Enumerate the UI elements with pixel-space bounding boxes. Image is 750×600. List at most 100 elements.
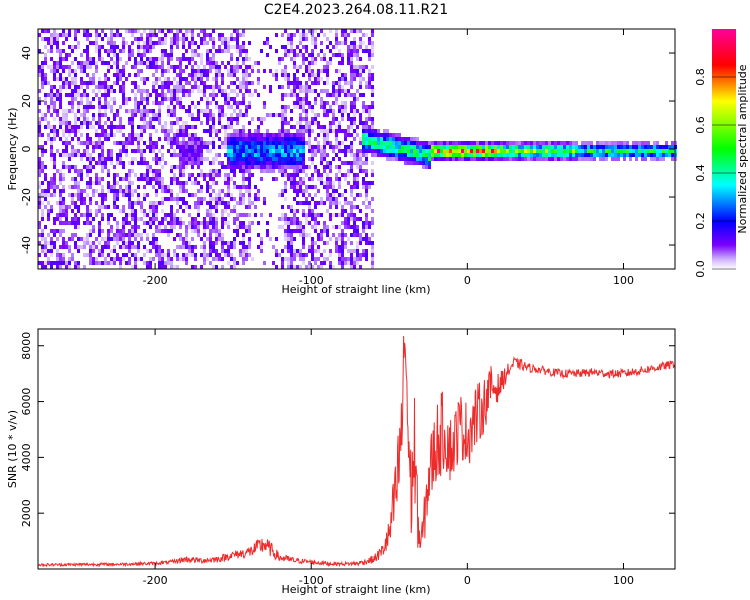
spectrogram-cell <box>233 133 236 137</box>
spectrogram-cell <box>47 193 50 197</box>
spectrogram-cell <box>212 61 215 65</box>
spectrogram-cell <box>344 89 347 93</box>
spectrogram-cell <box>71 185 74 189</box>
spectrogram-cell <box>182 125 185 129</box>
spectrogram-cell <box>182 93 185 97</box>
spectrogram-cell <box>80 189 83 193</box>
spectrogram-cell <box>233 101 236 105</box>
spectrogram-cell <box>185 57 188 61</box>
spectrogram-cell <box>215 253 218 257</box>
spectrogram-cell <box>110 45 113 49</box>
spectrogram-cell <box>155 245 158 249</box>
spectrogram-cell <box>347 149 350 153</box>
spectrogram-cell <box>305 173 308 177</box>
spectrogram-cell <box>545 153 548 157</box>
spectrogram-cell <box>299 201 302 205</box>
spectrogram-cell <box>176 121 179 125</box>
spectrogram-cell <box>86 209 89 213</box>
spectrogram-cell <box>362 141 365 145</box>
spectrogram-cell <box>161 209 164 213</box>
spectrogram-cell <box>344 145 347 149</box>
spectrogram-cell <box>419 161 422 165</box>
spectrogram-cell <box>92 217 95 221</box>
spectrogram-cell <box>197 53 200 57</box>
spectrogram-cell <box>215 129 218 133</box>
spectrogram-cell <box>242 261 245 265</box>
spectrogram-cell <box>287 265 290 269</box>
spectrogram-cell <box>365 237 368 241</box>
spectrogram-cell <box>86 61 89 65</box>
spectrogram-cell <box>209 169 212 173</box>
spectrogram-cell <box>215 237 218 241</box>
spectrogram-cell <box>311 37 314 41</box>
spectrogram-cell <box>98 137 101 141</box>
spectrogram-cell <box>125 245 128 249</box>
spectrogram-cell <box>191 249 194 253</box>
spectrogram-cell <box>149 49 152 53</box>
spectrogram-cell <box>368 125 371 129</box>
spectrogram-cell <box>605 157 608 161</box>
spectrogram-cell <box>218 109 221 113</box>
spectrogram-cell <box>245 185 248 189</box>
spectrogram-cell <box>74 125 77 129</box>
spectrogram-cell <box>68 165 71 169</box>
spectrogram-cell <box>41 237 44 241</box>
spectrogram-cell <box>281 145 284 149</box>
spectrogram-cell <box>326 129 329 133</box>
spectrogram-cell <box>233 181 236 185</box>
spectrogram-cell <box>161 85 164 89</box>
spectrogram-cell <box>50 93 53 97</box>
spectrogram-cell <box>263 169 266 173</box>
spectrogram-cell <box>338 257 341 261</box>
spectrogram-cell <box>248 185 251 189</box>
spectrogram-cell <box>302 97 305 101</box>
spectrogram-cell <box>113 217 116 221</box>
spectrogram-cell <box>344 177 347 181</box>
spectrogram-cell <box>131 209 134 213</box>
spectrogram-cell <box>44 177 47 181</box>
spectrogram-cell <box>95 65 98 69</box>
spectrogram-cell <box>71 61 74 65</box>
spectrogram-cell <box>305 85 308 89</box>
spectrogram-cell <box>302 29 305 33</box>
spectrogram-cell <box>104 93 107 97</box>
spectrogram-cell <box>344 109 347 113</box>
spectrogram-cell <box>89 233 92 237</box>
spectrogram-cell <box>197 201 200 205</box>
spectrogram-cell <box>284 153 287 157</box>
spectrogram-cell <box>239 221 242 225</box>
spectrogram-cell <box>281 169 284 173</box>
spectrogram-cell <box>257 193 260 197</box>
spectrogram-cell <box>446 149 449 153</box>
spectrogram-cell <box>230 197 233 201</box>
spectrogram-cell <box>197 197 200 201</box>
spectrogram-cell <box>224 125 227 129</box>
spectrogram-cell <box>161 157 164 161</box>
spectrogram-cell <box>170 129 173 133</box>
spectrogram-cell <box>650 157 653 161</box>
spectrogram-cell <box>350 249 353 253</box>
spectrogram-cell <box>446 145 449 149</box>
spectrogram-cell <box>257 141 260 145</box>
spectrogram-cell <box>68 141 71 145</box>
spectrogram-cell <box>332 213 335 217</box>
spectrogram-cell <box>305 57 308 61</box>
spectrogram-cell <box>116 241 119 245</box>
spectrogram-cell <box>665 141 668 145</box>
spectrogram-cell <box>146 213 149 217</box>
spectrogram-cell <box>350 41 353 45</box>
spectrogram-cell <box>158 265 161 269</box>
spectrogram-cell <box>242 49 245 53</box>
spectrogram-cell <box>350 153 353 157</box>
spectrogram-cell <box>374 137 377 141</box>
spectrogram-cell <box>182 69 185 73</box>
spectrogram-cell <box>167 129 170 133</box>
spectrogram-cell <box>356 185 359 189</box>
spectrogram-cell <box>173 97 176 101</box>
spectrogram-cell <box>122 73 125 77</box>
spectrogram-cell <box>356 165 359 169</box>
spectrogram-cell <box>284 245 287 249</box>
spectrogram-cell <box>206 213 209 217</box>
spectrogram-cell <box>83 213 86 217</box>
spectrogram-cell <box>260 117 263 121</box>
